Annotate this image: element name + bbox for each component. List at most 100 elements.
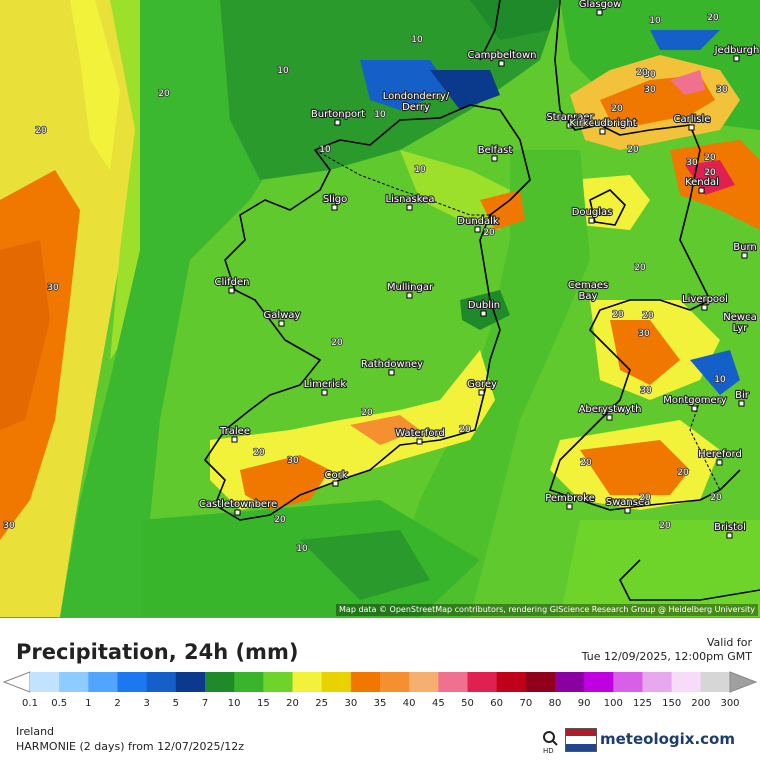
- city-label: Cork: [324, 470, 347, 481]
- city-dot: [231, 436, 238, 443]
- city-dot: [332, 480, 339, 487]
- model-run-label: HARMONIE (2 days) from 12/07/2025/12z: [16, 740, 245, 753]
- city-dot: [331, 204, 338, 211]
- scale-swatch: [292, 672, 323, 692]
- contour-label: 10: [296, 544, 308, 554]
- city-label: Limerick: [304, 379, 347, 390]
- city-dot: [726, 532, 733, 539]
- city-dot: [406, 292, 413, 299]
- contour-label: 10: [319, 145, 331, 155]
- scale-tick-label: 100: [603, 698, 623, 709]
- city-label: Gorey: [467, 379, 497, 390]
- contour-label: 10: [277, 66, 289, 76]
- scale-swatch: [700, 672, 731, 692]
- scale-swatch: [613, 672, 643, 692]
- city-dot: [716, 459, 723, 466]
- contour-label: 20: [158, 89, 170, 99]
- contour-label: 30: [47, 283, 59, 293]
- meteologix-logo[interactable]: meteologix.com: [600, 730, 735, 748]
- city-marker: Castletownbere: [198, 498, 278, 516]
- contour-label: 20: [634, 263, 646, 273]
- contour-label: 20: [636, 68, 648, 78]
- contour-label: 30: [640, 386, 652, 396]
- scale-tick-label: 125: [632, 698, 653, 709]
- scale-tick-label: 35: [373, 698, 387, 709]
- city-marker: Lisnaskea: [384, 193, 436, 211]
- city-label: Galway: [264, 310, 301, 321]
- city-marker: Rathdowney: [360, 358, 424, 376]
- city-marker: Burtonport: [310, 108, 366, 126]
- city-marker: Bristol: [713, 521, 747, 539]
- map-attribution: Map data © OpenStreetMap contributors, r…: [336, 604, 758, 616]
- contour-label: 20: [704, 168, 716, 178]
- city-marker: Waterford: [394, 427, 446, 445]
- contour-label: 10: [714, 375, 726, 385]
- city-label: Rathdowney: [361, 359, 423, 370]
- scale-tick-label: 50: [461, 698, 474, 709]
- hd-zoom-icon[interactable]: HD: [541, 730, 559, 754]
- city-label: Belfast: [478, 145, 513, 156]
- city-marker: Bir: [734, 389, 751, 407]
- scale-swatch: [175, 672, 206, 692]
- city-label: Glasgow: [579, 0, 622, 10]
- scale-tick-label: 1: [85, 698, 92, 709]
- city-marker: Galway: [262, 309, 302, 327]
- scale-swatch: [263, 672, 293, 692]
- scale-swatch: [496, 672, 527, 692]
- valid-for-label: Valid for: [706, 636, 752, 649]
- legend-panel: Precipitation, 24h (mm) Valid for Tue 12…: [0, 617, 760, 761]
- color-scale: [2, 671, 758, 693]
- city-marker: Sligo: [322, 193, 348, 211]
- city-label: Dundalk: [457, 216, 499, 227]
- city-label: Lisnaskea: [386, 194, 435, 205]
- city-marker: Aberystwyth: [577, 403, 643, 421]
- contour-label: 30: [686, 158, 698, 168]
- contour-label-layer: 1010102020101010203020302030202020302020…: [2, 12, 728, 555]
- city-marker: Cork: [323, 469, 349, 487]
- city-label: Waterford: [395, 428, 444, 439]
- city-marker: Limerick: [303, 378, 348, 396]
- contour-label: 20: [710, 493, 722, 503]
- city-dot: [478, 389, 485, 396]
- city-dot: [278, 320, 285, 327]
- city-label: Mullingar: [387, 282, 434, 293]
- city-label: Londonderry/Derry: [383, 91, 450, 113]
- city-dot: [736, 324, 743, 331]
- scale-swatch: [350, 672, 381, 692]
- city-label: Montgomery: [663, 395, 726, 406]
- city-marker: Belfast: [477, 144, 513, 162]
- contour-label: 20: [627, 145, 639, 155]
- contour-label: 20: [704, 153, 716, 163]
- contour-label: 20: [331, 338, 343, 348]
- city-label: Tralee: [219, 426, 250, 437]
- scale-swatch: [555, 672, 585, 692]
- scale-tick-label: 3: [143, 698, 150, 709]
- city-label: Dublin: [468, 300, 500, 311]
- city-marker: Campbeltown: [466, 49, 538, 67]
- city-dot: [566, 503, 573, 510]
- scale-max-arrow: [729, 671, 758, 693]
- precipitation-map[interactable]: Glasgow Campbeltown Jedburgh Burtonport Lond…: [0, 0, 760, 617]
- city-dot: [584, 292, 591, 299]
- scale-tick-label: 0.5: [51, 698, 68, 709]
- city-label: Kendal: [685, 177, 719, 188]
- scale-tick-label: 90: [577, 698, 591, 709]
- city-label: Hereford: [698, 449, 742, 460]
- contour-label: 20: [639, 493, 651, 503]
- city-dot: [688, 124, 695, 131]
- scale-tick-label: 5: [172, 698, 180, 709]
- city-dot: [234, 509, 241, 516]
- city-label: Bristol: [714, 522, 746, 533]
- city-dot: [599, 128, 606, 135]
- city-marker: Carlisle: [672, 113, 712, 131]
- city-label: Swansea: [606, 497, 650, 508]
- city-marker: Cemaes Bay: [567, 279, 610, 303]
- city-marker: Kendal: [684, 176, 720, 194]
- city-dot: [416, 438, 423, 445]
- city-dot: [412, 103, 419, 110]
- scale-swatch: [671, 672, 702, 692]
- contour-label: 20: [677, 468, 689, 478]
- city-dot: [698, 187, 705, 194]
- city-label: Sligo: [323, 194, 347, 205]
- city-label: Castletownbere: [199, 499, 277, 510]
